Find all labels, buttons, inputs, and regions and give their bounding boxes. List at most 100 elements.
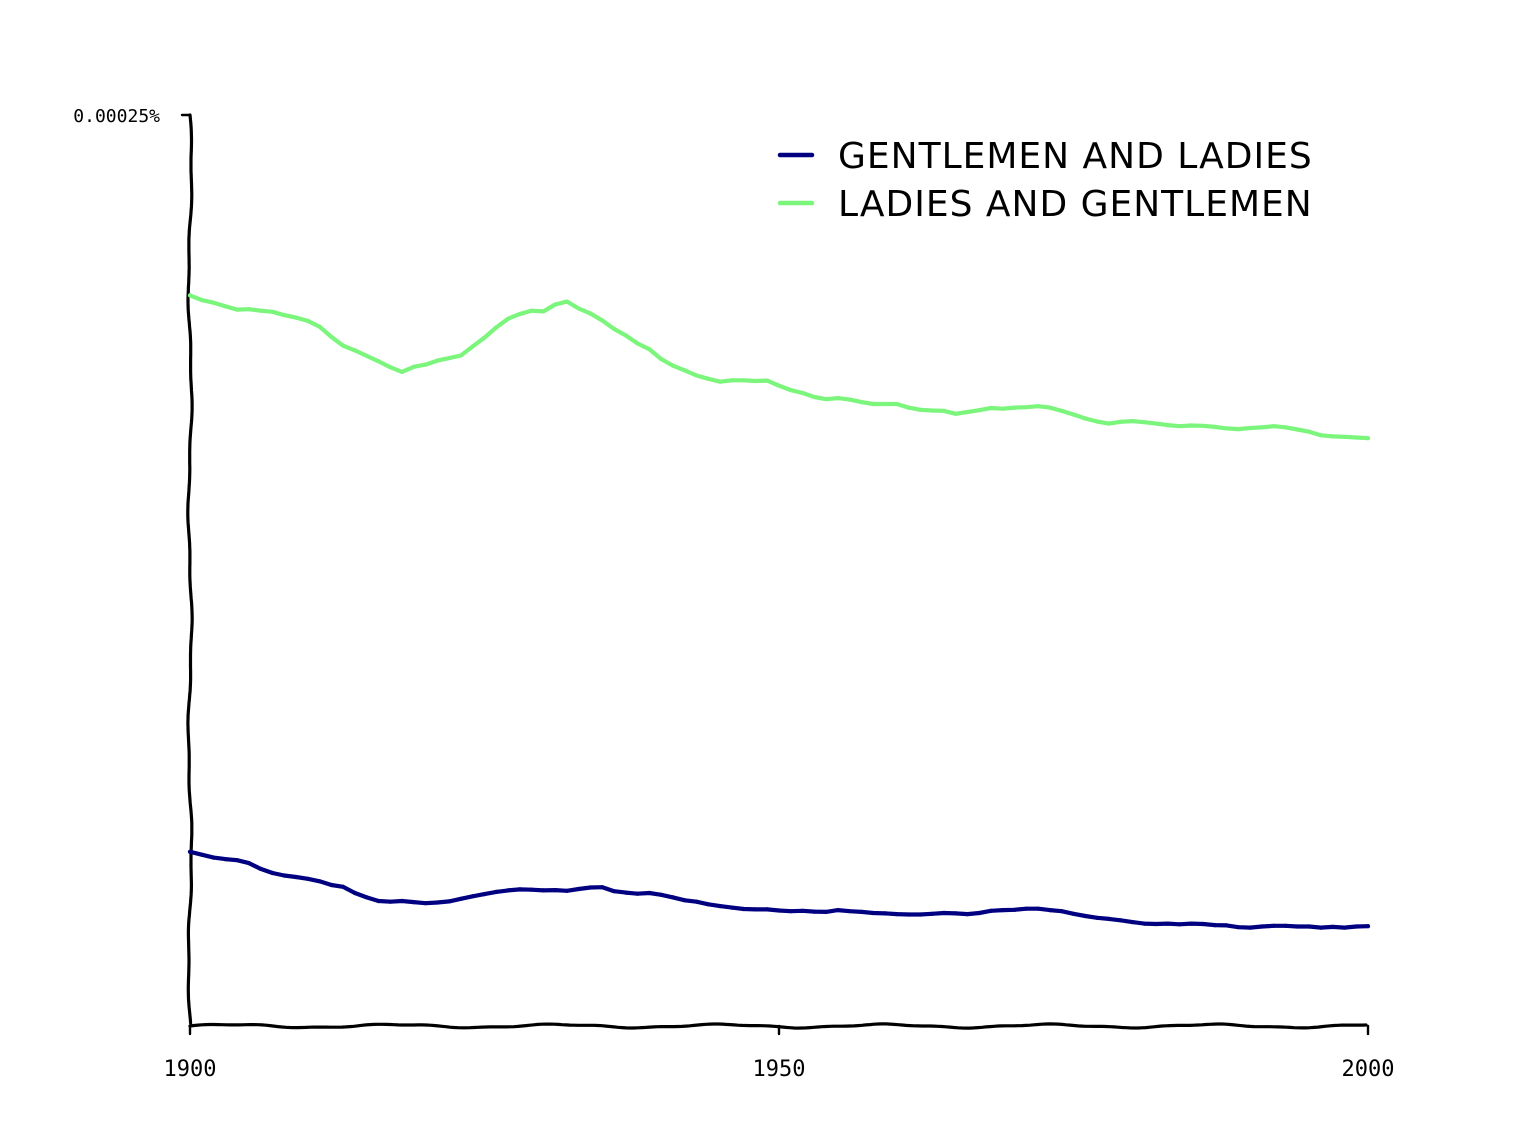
data-point (1106, 421, 1111, 426)
data-point (258, 866, 263, 872)
data-point (494, 889, 499, 895)
legend-label: LADIES AND GENTLEMEN (838, 184, 1313, 225)
data-point (564, 888, 570, 893)
data-point (1283, 425, 1288, 430)
data-point (694, 373, 699, 378)
data-point (246, 307, 251, 312)
x-tick-label: 1900 (164, 1057, 217, 1082)
data-point (682, 368, 687, 373)
data-point (824, 909, 829, 915)
data-point (729, 378, 735, 383)
data-point (847, 397, 852, 402)
data-point (329, 334, 334, 339)
data-point (447, 356, 452, 361)
data-point (1354, 435, 1359, 440)
data-point (1365, 436, 1371, 441)
data-point (894, 912, 899, 917)
data-point (352, 890, 357, 896)
data-point (1071, 911, 1076, 916)
data-point (1295, 924, 1300, 929)
data-point (1354, 924, 1359, 929)
data-point (270, 870, 275, 876)
data-point (1153, 921, 1159, 927)
data-point (953, 411, 958, 416)
data-point (1095, 419, 1100, 424)
data-point (871, 401, 876, 407)
data-point (1130, 920, 1135, 925)
data-point (1342, 434, 1347, 439)
data-point (270, 309, 275, 314)
data-point (376, 359, 381, 364)
data-point (765, 378, 770, 383)
data-point (282, 873, 287, 878)
data-point (977, 408, 982, 413)
data-point (282, 313, 287, 318)
data-point (706, 902, 711, 907)
data-point (871, 910, 876, 916)
data-point (246, 861, 251, 866)
data-point (753, 907, 758, 912)
data-point (906, 912, 911, 917)
data-point (659, 892, 664, 897)
data-point (1189, 423, 1194, 428)
axes (186, 113, 1368, 1030)
data-point (199, 298, 204, 303)
data-point (1177, 424, 1182, 429)
data-point (776, 383, 782, 388)
data-point (1165, 921, 1170, 926)
x-tick-label: 1950 (753, 1057, 806, 1082)
series-line-1 (187, 293, 1371, 441)
data-point (1000, 406, 1005, 411)
data-point (258, 308, 263, 313)
data-point (930, 911, 935, 916)
data-point (1024, 906, 1029, 911)
data-point (553, 888, 558, 893)
series-group (187, 293, 1371, 441)
data-point (506, 888, 511, 893)
data-point (341, 343, 346, 348)
data-point (741, 906, 746, 912)
data-point (1083, 416, 1088, 421)
data-point (1330, 434, 1335, 439)
data-point (694, 899, 699, 904)
data-point (706, 376, 711, 381)
data-point (1012, 405, 1017, 410)
data-point (1307, 429, 1312, 434)
data-point (918, 912, 923, 917)
data-point (800, 390, 805, 396)
data-point (529, 887, 534, 892)
data-point (600, 318, 605, 323)
data-point (1165, 423, 1170, 428)
data-point (1153, 421, 1159, 426)
data-point (1224, 923, 1229, 928)
data-point (953, 911, 958, 916)
data-point (1047, 405, 1052, 410)
data-point (1201, 423, 1206, 428)
ticks: 1900 1950 2000 0.00025% (73, 106, 1394, 1082)
data-point (1283, 923, 1288, 928)
data-point (1248, 925, 1253, 930)
data-point (564, 299, 570, 304)
data-point (1012, 907, 1017, 912)
data-point (647, 347, 652, 352)
data-point (506, 316, 511, 321)
data-point (1059, 909, 1064, 914)
data-point (458, 896, 463, 901)
data-point (600, 885, 605, 890)
data-point (635, 341, 640, 346)
data-point (458, 353, 463, 358)
data-point (1224, 426, 1229, 431)
data-point (1059, 408, 1064, 413)
data-point (682, 898, 687, 903)
data-point (329, 882, 334, 888)
data-point (612, 326, 617, 331)
data-point (941, 910, 947, 916)
data-point (293, 315, 299, 320)
data-point (1318, 925, 1323, 930)
data-point (659, 357, 664, 362)
data-point (1142, 921, 1147, 926)
series-group (187, 849, 1371, 930)
data-point (305, 876, 310, 881)
data-point (517, 887, 522, 892)
